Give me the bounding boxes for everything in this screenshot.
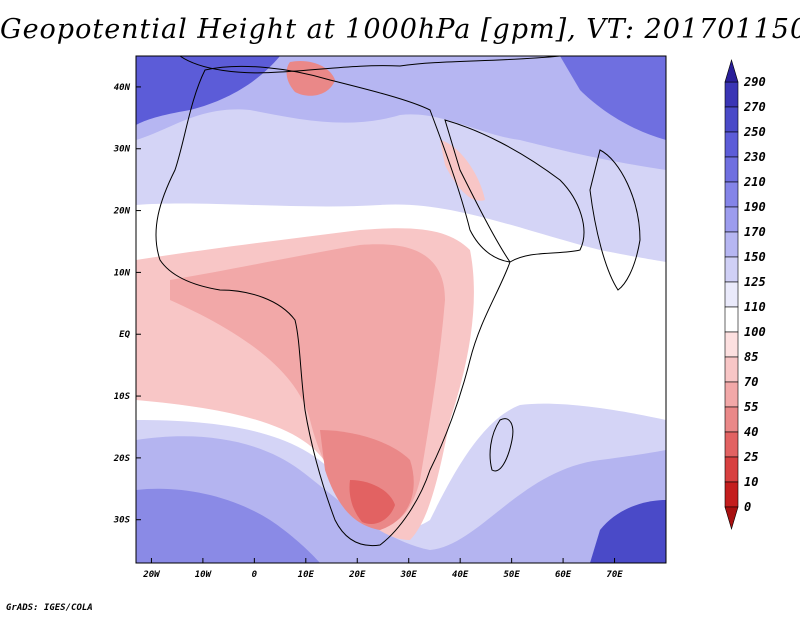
colorbar-level-label: 210 — [743, 175, 766, 189]
colorbar-segment — [724, 431, 739, 458]
lon-tick-label: 60E — [555, 570, 572, 580]
lat-tick-label: 30S — [113, 516, 131, 526]
lat-tick-label: 10S — [114, 392, 131, 402]
africa-outline — [155, 65, 511, 547]
colorbar-level-label: 100 — [744, 325, 766, 339]
plot-frame — [135, 55, 667, 564]
lon-tick-label: 20W — [142, 570, 161, 580]
colorbar-level-label: 40 — [744, 425, 758, 439]
south-africa-core — [349, 480, 395, 525]
colorbar-level-label: 25 — [743, 450, 758, 464]
lat-tick-label: 10N — [114, 268, 131, 278]
northeast-deep-blue — [560, 56, 666, 140]
colorbar-segment — [724, 256, 739, 283]
colorbar-level-label: 55 — [744, 400, 758, 414]
arabia-pink — [440, 140, 485, 201]
colorbar-segment — [724, 106, 739, 133]
colorbar-level-label: 85 — [744, 350, 758, 364]
colorbar-segment — [724, 306, 739, 333]
lon-tick-label: 10W — [195, 570, 213, 580]
colorbar-segment — [724, 456, 739, 483]
colorbar-lower-arrow — [724, 506, 739, 531]
lat-tick-label: 20N — [113, 207, 131, 217]
northwest-deep-blue — [136, 56, 280, 125]
colorbar-segment — [724, 281, 739, 308]
europe-outline — [179, 56, 561, 74]
colorbar-segment — [724, 406, 739, 433]
lon-axis: 20W 10W 0 10E 20E 30E 40E 50E 60E 70E — [142, 558, 623, 580]
map-title: Geopotential Height at 1000hPa [gpm], VT… — [0, 14, 800, 45]
lon-tick-label: 70E — [606, 570, 623, 580]
colorbar-level-label: 110 — [744, 300, 766, 314]
lon-tick-label: 0 — [252, 570, 258, 580]
grads-credit: GrADS: IGES/COLA — [6, 603, 93, 613]
colorbar-upper-arrow — [724, 58, 739, 83]
colorbar-segment — [724, 131, 739, 158]
north-blue — [136, 56, 666, 170]
colorbar-level-label: 125 — [744, 275, 766, 289]
madagascar-outline — [489, 418, 514, 472]
lon-tick-label: 20E — [348, 570, 366, 580]
arabia-outline — [444, 119, 585, 263]
colorbar-level-label: 170 — [744, 225, 766, 239]
lat-tick-label: 40N — [114, 83, 131, 93]
colorbar-level-label: 270 — [743, 100, 766, 114]
colorbar-level-label: 230 — [743, 150, 766, 164]
lon-tick-label: 50E — [503, 570, 520, 580]
southern-deep-blue-sw — [136, 488, 320, 563]
lat-axis: 40N 30N 20N 10N EQ 10S 20S 30S — [113, 83, 141, 526]
colorbar-level-label: 10 — [744, 475, 758, 489]
colorbar-segment — [724, 356, 739, 383]
colorbar-segment — [724, 181, 739, 208]
india-outline — [589, 149, 641, 291]
colorbar-level-label: 290 — [743, 75, 766, 89]
southern-deep-blue-se — [590, 500, 666, 563]
colorbar-level-label: 190 — [744, 200, 766, 214]
colorbar-level-label: 0 — [744, 500, 751, 514]
mediterranean-pink — [286, 60, 335, 96]
colorbar-level-label: 70 — [744, 375, 758, 389]
colorbar-segment — [724, 381, 739, 408]
colorbar-segment — [724, 81, 739, 108]
colorbar-segment — [724, 156, 739, 183]
lon-tick-label: 40E — [452, 570, 469, 580]
colorbar-segment — [724, 481, 739, 508]
lon-tick-label: 30E — [400, 570, 418, 580]
colorbar-segment — [724, 206, 739, 233]
lat-tick-label: EQ — [119, 330, 130, 340]
colorbar-segment — [724, 331, 739, 358]
colorbar-segment — [724, 231, 739, 258]
coastlines — [155, 56, 641, 547]
colorbar: 2902702502302101901701501251101008570554… — [724, 58, 766, 531]
colorbar-level-label: 150 — [744, 250, 766, 264]
map-plot-area — [136, 56, 666, 563]
lon-tick-label: 10E — [298, 570, 315, 580]
colorbar-level-label: 250 — [743, 125, 766, 139]
lat-tick-label: 30N — [113, 145, 131, 155]
lat-tick-label: 20S — [113, 454, 131, 464]
